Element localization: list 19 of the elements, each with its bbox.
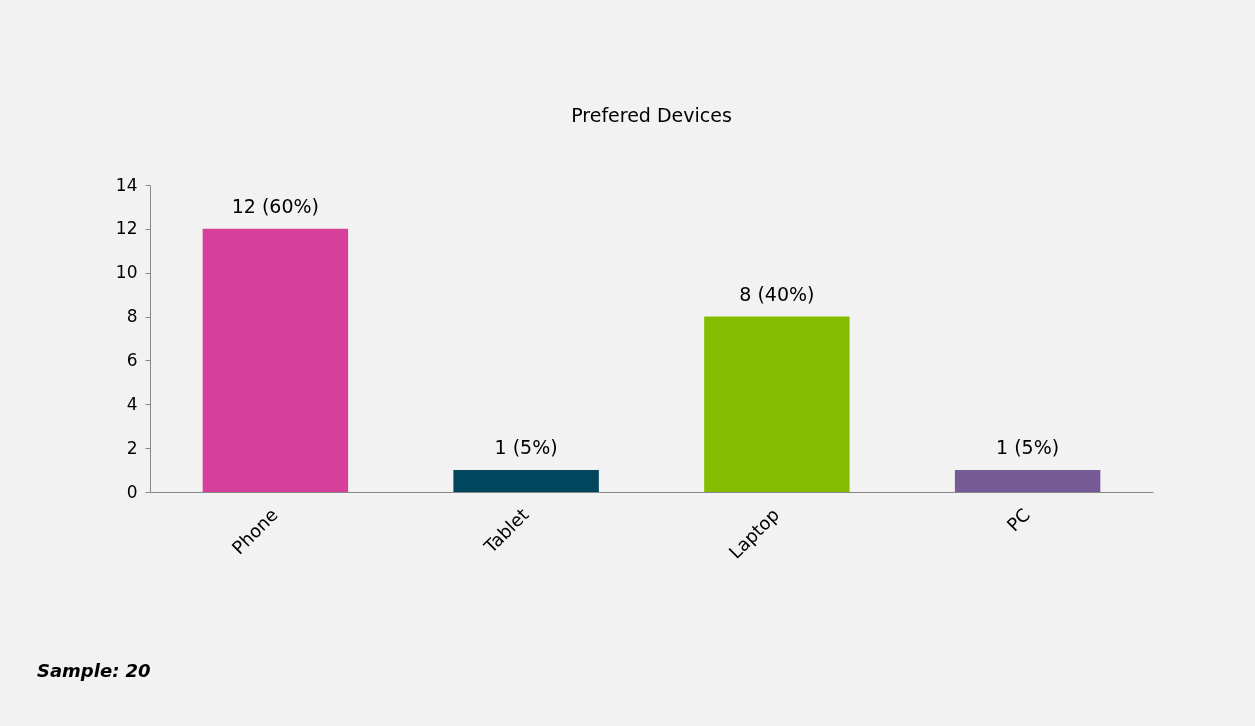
data-label: 1 (5%): [494, 436, 558, 459]
bar: [954, 470, 1101, 492]
y-tick-label: 2: [126, 437, 138, 458]
x-tick-label: PC: [1002, 504, 1034, 536]
y-tick-label: 4: [126, 393, 138, 414]
y-tick-label: 0: [126, 481, 138, 502]
bar: [202, 228, 349, 492]
bar: [704, 316, 850, 492]
data-label: 1 (5%): [996, 436, 1060, 459]
data-label: 8 (40%): [739, 282, 815, 305]
y-tick-label: 8: [126, 306, 138, 327]
y-tick-label: 10: [115, 262, 138, 283]
y-tick-label: 12: [115, 218, 138, 239]
data-label: 12 (60%): [231, 194, 320, 217]
text: Sample: 20: [37, 660, 151, 681]
bar: [453, 470, 599, 492]
chart-title: Prefered Devices: [571, 104, 732, 126]
y-tick-label: 6: [126, 349, 138, 370]
y-tick-label: 14: [115, 174, 138, 195]
